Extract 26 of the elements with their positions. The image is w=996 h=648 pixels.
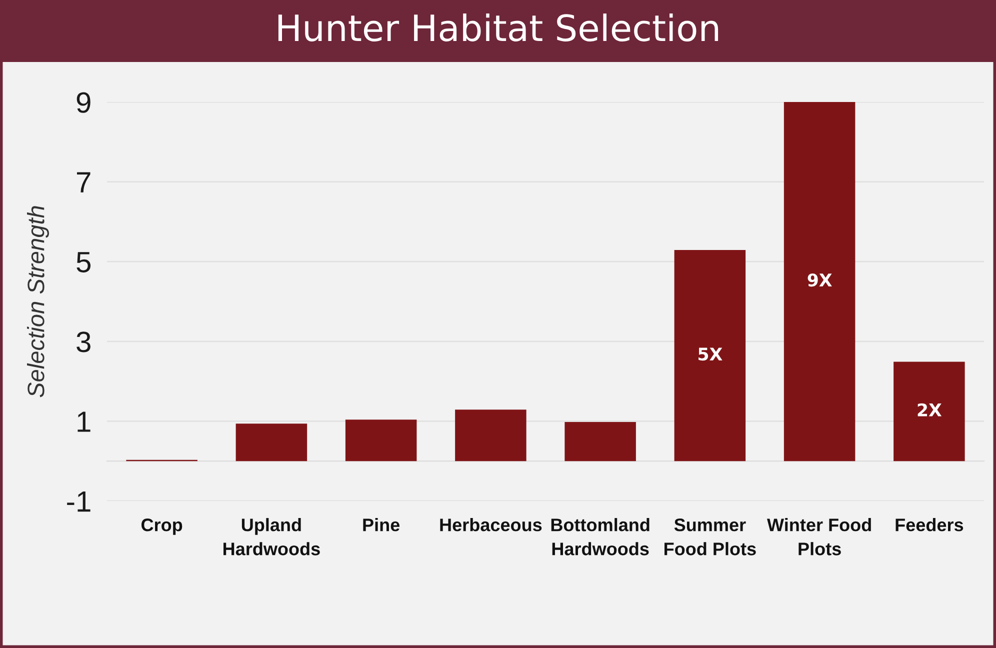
y-tick-label: -1 [67,492,90,512]
y-tick-label: 7 [77,172,90,192]
x-tick-label: Pine [363,518,400,532]
y-tick-label: 9 [76,92,90,113]
bar [894,362,965,462]
chart-title: Hunter Habitat Selection [278,14,718,42]
y-tick-label: 5 [76,252,90,272]
y-tick-label: 3 [76,332,90,352]
x-tick-label: Bottomland Hardwoods [551,518,650,556]
bar [345,420,417,462]
x-tick-label: Winter Food Plots [767,518,871,556]
bar [455,410,526,462]
x-tick-label: Summer Food Plots [664,518,756,556]
x-tick-label: Crop [141,518,182,535]
x-tick-label: Feeders [896,518,964,532]
x-tick-label: Herbaceous [440,518,542,532]
bar [784,102,856,462]
bar [236,424,308,462]
y-axis-title: Selection Strength [26,206,49,398]
x-tick-label: Upland Hardwoods [223,518,320,556]
data-label: 5X [698,348,722,361]
data-label: 2X [918,403,942,416]
y-tick-label: 1 [78,412,90,432]
data-label: 9X [808,273,832,287]
bar [564,422,636,462]
bar [674,250,746,462]
